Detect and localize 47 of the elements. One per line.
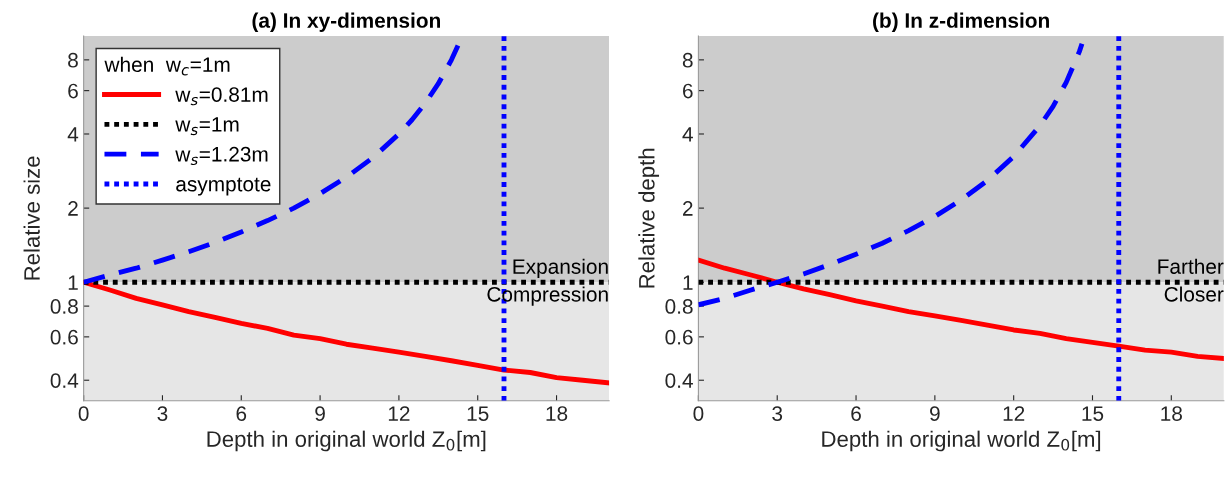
x-tick-label: 9	[930, 406, 940, 421]
y-tick-label: 2	[683, 201, 693, 216]
x-tick-label: 18	[1161, 406, 1182, 421]
x-tick-label: 3	[772, 406, 783, 421]
y-tick-label: 0.4	[50, 373, 79, 388]
y-tick-label: 4	[682, 127, 693, 142]
legend-title: when w$_{c}$=1m	[104, 56, 230, 76]
x-tick-label: 3	[157, 406, 168, 421]
y-axis-title: Relative depth	[638, 148, 660, 288]
band-label: Compression	[487, 286, 608, 306]
band-label: Closer	[1164, 286, 1224, 302]
y-tick-label: 1	[68, 275, 78, 290]
x-tick-label: 15	[467, 406, 489, 421]
chart-title: (b) In z-dimension	[873, 12, 1049, 32]
x-tick-label: 6	[851, 406, 861, 421]
x-tick-label: 15	[1082, 406, 1104, 421]
y-tick-label: 0.6	[665, 329, 693, 345]
y-tick-label: 0.6	[50, 329, 78, 345]
x-tick-label: 9	[315, 406, 325, 421]
band-label: Expansion	[513, 258, 608, 279]
y-tick-label: 6	[68, 83, 78, 99]
chart-title: (a) In xy-dimension	[252, 12, 440, 32]
x-tick-label: 0	[78, 406, 89, 421]
y-tick-label: 0.4	[665, 373, 693, 388]
band-label: Farther	[1158, 258, 1224, 274]
y-tick-label: 1	[683, 275, 693, 290]
y-tick-label: 0.8	[665, 299, 693, 314]
x-axis-title: Depth in original world Z$_{0}$[m]	[822, 430, 1101, 452]
legend-label: w$_{s}$=0.81m	[175, 87, 268, 106]
line-series	[698, 257, 1224, 361]
legend-label: asymptote	[176, 177, 271, 196]
x-axis-title: Depth in original world Z$_{0}$[m]	[207, 430, 486, 452]
y-tick-label: 0.8	[50, 299, 78, 314]
legend-label: w$_{s}$=1.23m	[175, 146, 268, 166]
y-tick-label: 8	[682, 52, 693, 68]
x-tick-label: 12	[1003, 406, 1025, 421]
x-tick-label: 6	[236, 406, 247, 421]
y-tick-label: 2	[68, 201, 78, 216]
y-tick-label: 4	[67, 127, 79, 142]
x-tick-label: 0	[693, 406, 704, 421]
line-series	[698, 41, 1085, 308]
x-tick-label: 18	[546, 406, 568, 421]
legend-label: w$_{s}$=1m	[175, 117, 239, 136]
y-axis-title: Relative size	[23, 156, 40, 280]
x-tick-label: 12	[388, 406, 410, 421]
y-tick-label: 6	[683, 83, 693, 99]
y-tick-label: 8	[68, 52, 78, 68]
